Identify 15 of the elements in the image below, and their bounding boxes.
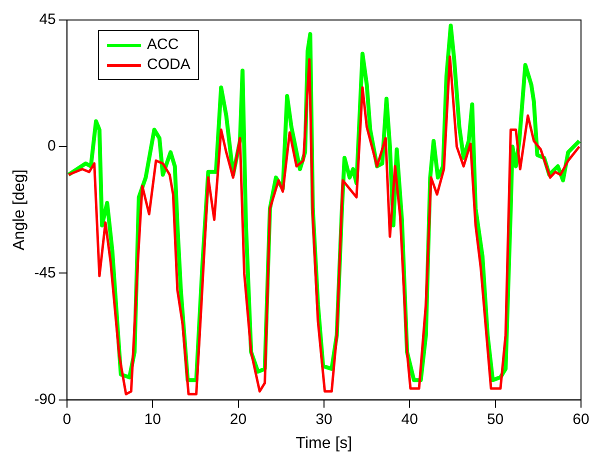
legend-label: ACC xyxy=(147,35,179,55)
y-tick-label: 0 xyxy=(48,138,56,155)
x-axis-title: Time [s] xyxy=(296,434,352,452)
y-tick-label: -90 xyxy=(34,390,56,408)
y-tick-label: 45 xyxy=(39,11,56,28)
x-tick-label: 0 xyxy=(62,410,72,428)
legend-label: CODA xyxy=(147,55,190,75)
y-axis-title: Angle [deg] xyxy=(11,169,28,250)
x-tick-label: 10 xyxy=(144,410,161,428)
x-tick-label: 20 xyxy=(230,410,247,428)
x-tick-label: 30 xyxy=(316,410,332,428)
x-tick-label: 60 xyxy=(572,410,590,428)
x-tick-label: 50 xyxy=(486,410,504,428)
y-tick-label: -45 xyxy=(34,264,56,282)
x-tick-label: 40 xyxy=(401,410,418,428)
